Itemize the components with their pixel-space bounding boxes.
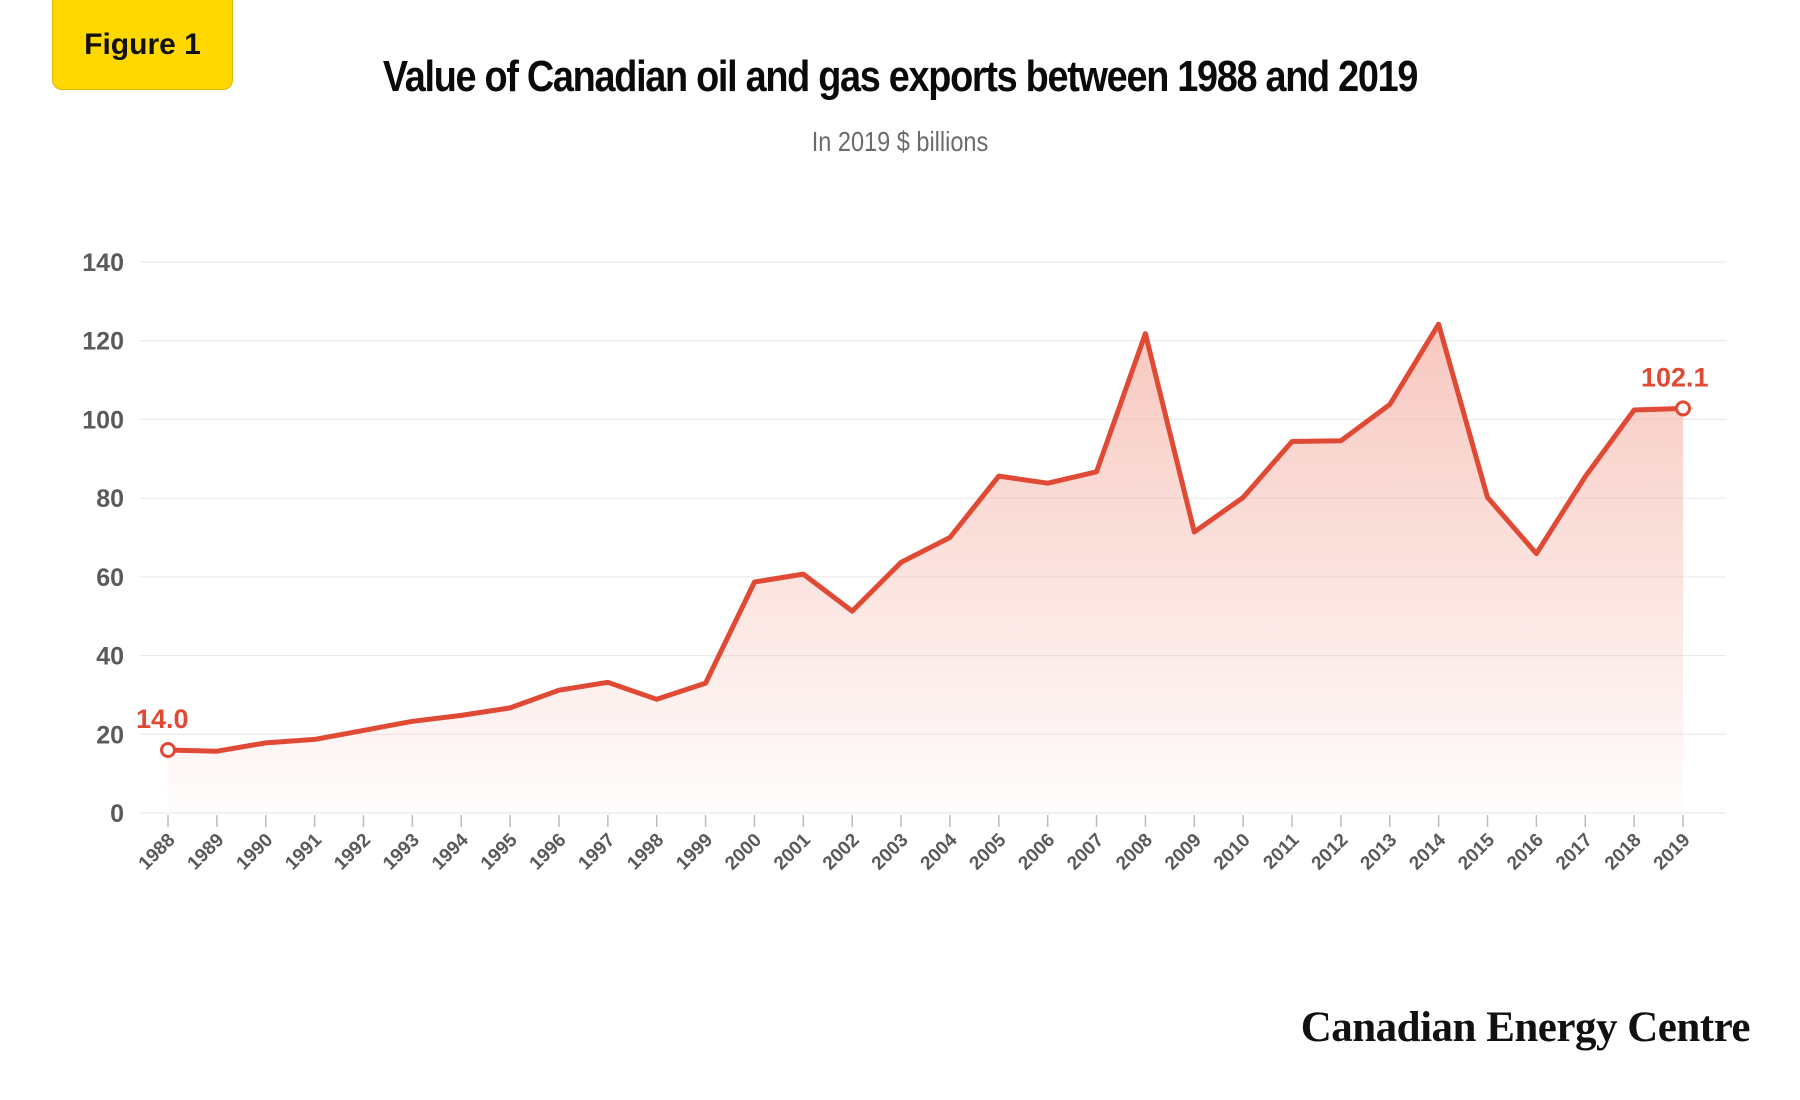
data-labels: 14.0 102.1 — [136, 362, 1709, 734]
x-tick-label: 1995 — [477, 829, 522, 874]
x-tick-label: 2019 — [1650, 830, 1695, 875]
x-tick-label: 1990 — [233, 830, 278, 875]
x-tick-label: 1992 — [330, 830, 375, 875]
y-tick-label: 20 — [96, 721, 124, 749]
x-tick-label: 1991 — [281, 829, 326, 874]
x-tick-label: 1988 — [135, 830, 180, 875]
x-tick-label: 2001 — [770, 829, 815, 874]
x-tick-label: 2003 — [868, 830, 913, 875]
x-tick-label: 1993 — [379, 830, 424, 875]
x-tick-label: 2007 — [1063, 830, 1108, 875]
data-label: 102.1 — [1641, 362, 1709, 392]
x-tick-label: 2015 — [1454, 829, 1499, 874]
x-tick-label: 1989 — [184, 830, 229, 875]
x-tick-label: 2004 — [917, 829, 962, 874]
chart-subtitle: In 2019 $ billions — [811, 126, 989, 157]
y-tick-label: 80 — [96, 485, 124, 513]
x-tick-label: 1997 — [575, 830, 620, 875]
x-tick-label: 2002 — [819, 830, 864, 875]
data-points — [160, 400, 1691, 759]
x-tick-label: 2006 — [1014, 830, 1059, 875]
area-fill — [168, 324, 1683, 813]
y-tick-label: 140 — [82, 249, 124, 277]
y-tick-label: 120 — [82, 328, 124, 356]
x-tick-label: 2012 — [1308, 830, 1353, 875]
y-tick-label: 100 — [82, 406, 124, 434]
x-tick-label: 1999 — [672, 830, 717, 875]
x-tick-label: 2010 — [1210, 830, 1255, 875]
x-tick-label: 2009 — [1161, 830, 1206, 875]
y-axis-ticks: 0 20 40 60 80 100 120 140 — [82, 249, 124, 828]
y-tick-label: 60 — [96, 564, 124, 592]
chart-title: Value of Canadian oil and gas exports be… — [382, 52, 1419, 101]
x-axis-ticks: 1988 1989 1990 1991 1992 1993 1994 1995 1996 1997… — [135, 815, 1695, 874]
x-tick-label: 2011 — [1260, 829, 1304, 873]
x-tick-label: 2017 — [1552, 830, 1597, 875]
x-tick-label: 2005 — [966, 829, 1011, 874]
figure-badge: Figure 1 — [52, 0, 233, 90]
y-tick-label: 0 — [110, 800, 124, 828]
x-tick-label: 1998 — [623, 830, 668, 875]
x-tick-label: 2014 — [1405, 829, 1450, 874]
brand-logo: Canadian Energy Centre — [1300, 1004, 1751, 1051]
x-tick-label: 2013 — [1357, 830, 1402, 875]
x-tick-label: 2000 — [721, 830, 766, 875]
data-point-marker — [1675, 400, 1691, 417]
data-label: 14.0 — [136, 704, 189, 734]
x-tick-label: 1996 — [526, 830, 571, 875]
x-tick-label: 1994 — [428, 829, 473, 874]
x-tick-label: 2018 — [1601, 830, 1646, 875]
series-line — [165, 321, 1686, 754]
y-tick-label: 40 — [96, 643, 124, 671]
data-point-marker — [160, 742, 176, 759]
figure-badge-label: Figure 1 — [84, 27, 201, 61]
x-tick-label: 2008 — [1112, 830, 1157, 875]
x-tick-label: 2016 — [1503, 830, 1548, 875]
